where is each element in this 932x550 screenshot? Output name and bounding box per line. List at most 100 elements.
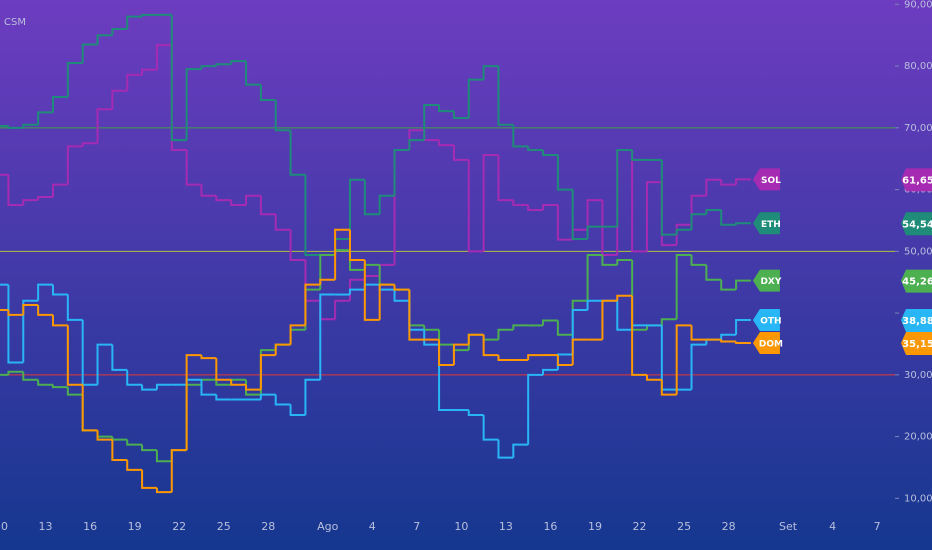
step	[259, 195, 276, 216]
step	[141, 384, 157, 391]
step	[141, 13, 157, 17]
step	[438, 104, 454, 113]
step	[720, 339, 737, 343]
step	[170, 14, 187, 142]
step	[37, 283, 53, 301]
step	[22, 371, 39, 381]
step	[720, 209, 737, 226]
step	[37, 305, 53, 316]
step	[185, 68, 202, 141]
step	[735, 318, 751, 335]
step	[467, 410, 484, 416]
series-tag	[752, 332, 780, 355]
x-tick-label: 4	[829, 520, 836, 533]
step	[81, 43, 98, 63]
step	[126, 460, 143, 471]
step	[155, 383, 172, 390]
step	[675, 324, 692, 395]
step	[141, 444, 157, 452]
series-tag	[752, 212, 780, 235]
series-tag	[752, 269, 780, 292]
step	[215, 394, 232, 401]
step	[304, 283, 321, 326]
x-tick-label: 7	[874, 520, 881, 533]
step	[126, 73, 143, 91]
step	[527, 146, 544, 152]
step	[586, 199, 603, 230]
step	[185, 354, 202, 451]
x-tick-label: 16	[543, 520, 557, 533]
step	[720, 333, 737, 340]
step	[289, 404, 306, 416]
x-tick-label: 22	[633, 520, 647, 533]
step	[245, 384, 261, 391]
series	[0, 13, 751, 257]
x-tick-label: 10	[0, 520, 8, 533]
step	[96, 430, 113, 441]
step	[274, 394, 291, 406]
step	[200, 65, 217, 70]
step	[22, 123, 39, 128]
y-tick-label: 10,00	[904, 493, 932, 504]
step	[586, 299, 603, 310]
step	[289, 324, 306, 345]
step	[512, 324, 529, 330]
x-tick-label: 19	[588, 520, 602, 533]
step	[482, 65, 499, 80]
step	[259, 393, 276, 400]
step	[37, 379, 53, 386]
step	[22, 199, 39, 206]
step	[334, 299, 350, 320]
step	[601, 255, 618, 266]
step	[438, 140, 454, 147]
step	[542, 204, 558, 210]
step	[482, 153, 499, 252]
step	[616, 300, 633, 331]
step	[22, 304, 39, 315]
step	[7, 370, 24, 375]
step	[348, 288, 365, 295]
step	[245, 194, 261, 206]
step	[319, 278, 336, 285]
step	[720, 279, 737, 291]
step	[690, 255, 707, 266]
step	[96, 34, 113, 45]
x-tick-label: 25	[217, 520, 231, 533]
step	[616, 294, 633, 301]
step	[51, 183, 68, 197]
series-tag	[752, 168, 780, 191]
x-tick-label: 7	[413, 520, 420, 533]
step	[586, 225, 603, 239]
step	[155, 44, 172, 70]
step	[705, 264, 722, 281]
step	[259, 354, 276, 390]
step	[556, 355, 573, 366]
series-name: DOM	[759, 340, 783, 350]
step	[51, 384, 68, 389]
value-badge	[901, 168, 932, 192]
step	[452, 111, 469, 119]
step	[274, 100, 291, 132]
step	[601, 299, 618, 340]
step	[556, 205, 573, 241]
step	[215, 358, 232, 381]
series	[0, 228, 751, 494]
step	[22, 299, 39, 363]
y-tick-label: 20,00	[904, 432, 932, 443]
step	[616, 258, 633, 265]
step	[645, 374, 662, 381]
x-tick-label: 28	[722, 520, 736, 533]
step	[527, 354, 544, 361]
step	[37, 111, 53, 125]
x-tick-label: Set	[779, 520, 798, 533]
x-tick-label: 13	[39, 520, 53, 533]
step	[571, 338, 588, 365]
step	[438, 339, 454, 366]
step	[735, 341, 751, 345]
step	[735, 279, 751, 290]
step	[378, 194, 395, 215]
value-badge-label: 45,26	[902, 277, 932, 288]
step	[274, 214, 291, 231]
step	[334, 228, 350, 280]
